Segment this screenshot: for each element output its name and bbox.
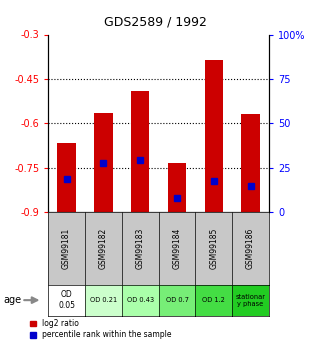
Legend: log2 ratio, percentile rank within the sample: log2 ratio, percentile rank within the s… <box>30 319 172 339</box>
Bar <box>58 142 76 212</box>
Text: age: age <box>3 295 21 305</box>
Text: OD 0.43: OD 0.43 <box>127 297 154 303</box>
Bar <box>205 60 223 212</box>
Text: OD 0.7: OD 0.7 <box>165 297 188 303</box>
Text: GSM99181: GSM99181 <box>62 228 71 269</box>
Text: stationar
y phase: stationar y phase <box>236 294 266 307</box>
Bar <box>241 115 260 212</box>
Text: OD 1.2: OD 1.2 <box>202 297 225 303</box>
Bar <box>131 91 149 212</box>
Bar <box>168 163 186 212</box>
Bar <box>94 113 113 212</box>
Text: GSM99184: GSM99184 <box>173 228 182 269</box>
Text: GSM99186: GSM99186 <box>246 228 255 269</box>
Text: OD 0.21: OD 0.21 <box>90 297 117 303</box>
Text: GDS2589 / 1992: GDS2589 / 1992 <box>104 16 207 29</box>
Text: GSM99185: GSM99185 <box>209 228 218 269</box>
Text: GSM99183: GSM99183 <box>136 228 145 269</box>
Text: GSM99182: GSM99182 <box>99 228 108 269</box>
Text: OD
0.05: OD 0.05 <box>58 290 75 310</box>
